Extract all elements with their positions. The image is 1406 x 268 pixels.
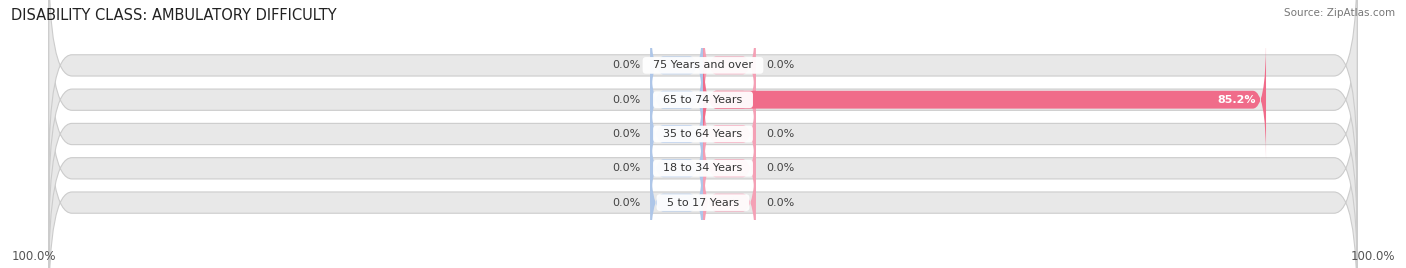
FancyBboxPatch shape <box>703 40 756 159</box>
Text: 0.0%: 0.0% <box>766 198 794 208</box>
Text: 0.0%: 0.0% <box>612 163 640 173</box>
FancyBboxPatch shape <box>703 109 756 228</box>
Text: 0.0%: 0.0% <box>766 129 794 139</box>
FancyBboxPatch shape <box>49 0 1357 175</box>
Text: 18 to 34 Years: 18 to 34 Years <box>657 163 749 173</box>
Text: 0.0%: 0.0% <box>612 60 640 70</box>
FancyBboxPatch shape <box>703 6 756 125</box>
Text: 0.0%: 0.0% <box>766 163 794 173</box>
Text: 0.0%: 0.0% <box>612 129 640 139</box>
FancyBboxPatch shape <box>49 93 1357 268</box>
Text: 5 to 17 Years: 5 to 17 Years <box>659 198 747 208</box>
FancyBboxPatch shape <box>650 143 703 262</box>
FancyBboxPatch shape <box>650 6 703 125</box>
FancyBboxPatch shape <box>650 40 703 159</box>
Text: 100.0%: 100.0% <box>1350 250 1395 263</box>
FancyBboxPatch shape <box>703 40 1265 159</box>
FancyBboxPatch shape <box>49 0 1357 209</box>
FancyBboxPatch shape <box>49 25 1357 243</box>
Text: 85.2%: 85.2% <box>1218 95 1256 105</box>
Text: 100.0%: 100.0% <box>11 250 56 263</box>
Text: Source: ZipAtlas.com: Source: ZipAtlas.com <box>1284 8 1395 18</box>
FancyBboxPatch shape <box>49 59 1357 268</box>
Text: 75 Years and over: 75 Years and over <box>645 60 761 70</box>
FancyBboxPatch shape <box>703 74 756 194</box>
Text: 0.0%: 0.0% <box>612 95 640 105</box>
Text: 0.0%: 0.0% <box>766 60 794 70</box>
FancyBboxPatch shape <box>650 74 703 194</box>
Text: DISABILITY CLASS: AMBULATORY DIFFICULTY: DISABILITY CLASS: AMBULATORY DIFFICULTY <box>11 8 337 23</box>
Text: 0.0%: 0.0% <box>612 198 640 208</box>
FancyBboxPatch shape <box>650 109 703 228</box>
Text: 35 to 64 Years: 35 to 64 Years <box>657 129 749 139</box>
FancyBboxPatch shape <box>703 143 756 262</box>
Text: 65 to 74 Years: 65 to 74 Years <box>657 95 749 105</box>
